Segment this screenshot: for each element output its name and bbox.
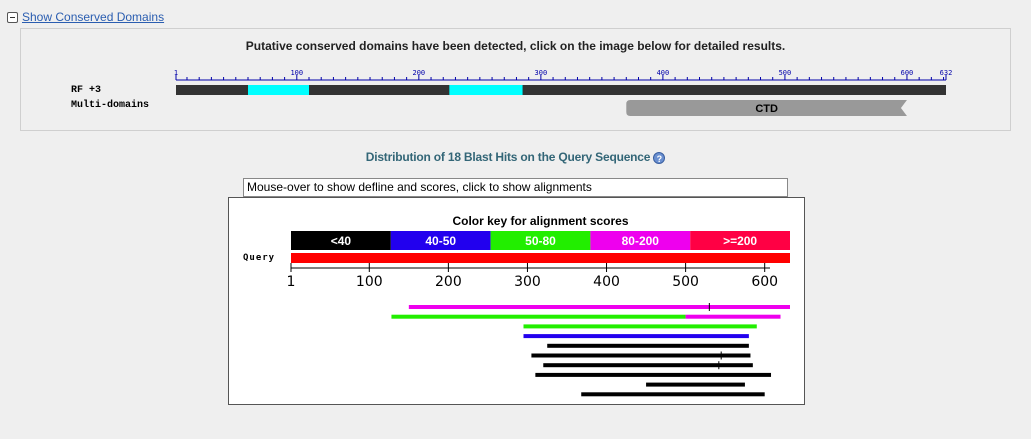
hit-segment <box>535 372 772 377</box>
axis-tick-label: 300 <box>514 274 541 290</box>
query-label: Query <box>243 253 275 263</box>
domain-ctd <box>626 100 907 116</box>
scale-label: 1 <box>174 69 178 77</box>
axis-tick-label: 1 <box>287 274 296 290</box>
hit-segment <box>646 382 745 387</box>
conserved-domains-title: Putative conserved domains have been det… <box>245 39 786 53</box>
multi-domains-label: Multi-domains <box>71 100 150 111</box>
hit-segment <box>685 314 781 319</box>
scale-label: 200 <box>413 69 426 77</box>
hit-segment <box>547 343 749 348</box>
scale-label: 632 <box>940 69 953 77</box>
blast-hits-graphic[interactable]: Color key for alignment scores <40 40-50 50… <box>229 198 804 404</box>
highlight-segment <box>247 85 310 95</box>
hit-segment <box>408 305 790 309</box>
color-key-label: >=200 <box>723 234 757 248</box>
color-key-swatch <box>291 231 391 250</box>
conserved-domains-panel: Putative conserved domains have been det… <box>20 28 1011 131</box>
scale-label: 100 <box>290 69 303 77</box>
highlight-segment <box>449 85 523 95</box>
hit-info-box: Mouse-over to show defline and scores, c… <box>243 178 788 197</box>
axis-tick-label: 400 <box>593 274 620 290</box>
hit-segment <box>543 363 753 368</box>
conserved-domains-graphic[interactable]: 1 100 200 300 400 500 600 632 CTD <box>21 29 1010 130</box>
axis-tick-label: 200 <box>435 274 462 290</box>
color-key-swatch <box>690 231 790 250</box>
color-key-label: 50-80 <box>525 234 556 248</box>
hit-segment <box>531 353 751 358</box>
color-key-label: <40 <box>331 234 352 248</box>
axis-tick-label: 100 <box>356 274 383 290</box>
color-key-swatch <box>490 231 591 250</box>
color-key-swatch <box>590 231 691 250</box>
axis-tick-label: 600 <box>751 274 778 290</box>
show-conserved-domains-link[interactable]: Show Conserved Domains <box>22 10 165 24</box>
distribution-title: Distribution of 18 Blast Hits on the Que… <box>0 150 1031 164</box>
scale-label: 400 <box>657 69 670 77</box>
question-icon[interactable]: ? <box>653 151 666 164</box>
axis-tick-label: 500 <box>672 274 699 290</box>
hit-segment <box>523 324 757 329</box>
domain-label: CTD <box>755 103 778 115</box>
color-key-title: Color key for alignment scores <box>452 214 628 228</box>
scale-label: 300 <box>535 69 548 77</box>
hit-segment <box>581 392 765 397</box>
collapse-icon[interactable] <box>7 11 18 23</box>
color-key-label: 80-200 <box>622 234 660 248</box>
reading-frame-label: RF +3 <box>71 85 102 96</box>
color-key-swatch <box>390 231 491 250</box>
toggle-conserved-domains[interactable]: Show Conserved Domains <box>7 9 164 25</box>
hit-segment <box>523 334 749 339</box>
hit-segment <box>391 314 686 319</box>
blast-hits-panel: Color key for alignment scores <40 40-50 50… <box>228 197 805 405</box>
scale-label: 500 <box>779 69 792 77</box>
scale-label: 600 <box>901 69 914 77</box>
query-bar <box>291 253 790 263</box>
distribution-title-text: Distribution of 18 Blast Hits on the Que… <box>365 150 651 164</box>
color-key-label: 40-50 <box>425 234 456 248</box>
query-bar <box>176 85 946 95</box>
